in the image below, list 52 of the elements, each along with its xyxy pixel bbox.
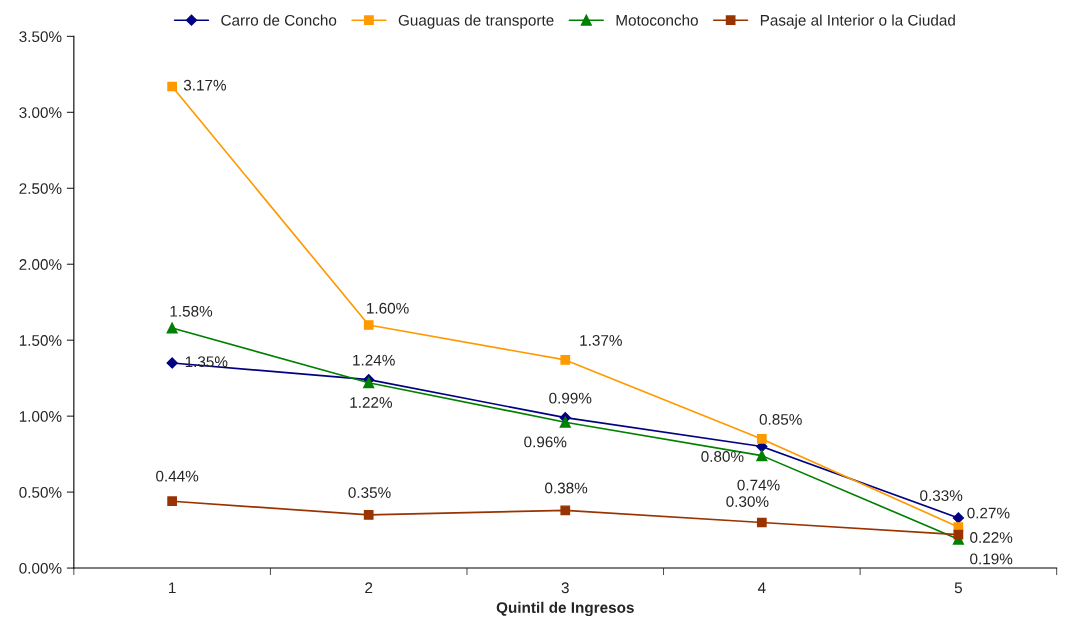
data-label: 0.85%	[759, 413, 802, 425]
data-label: 0.96%	[524, 436, 567, 448]
point	[363, 320, 374, 330]
data-label: 3.17%	[183, 79, 227, 91]
x-tick-label: 3	[561, 582, 569, 594]
point	[952, 512, 964, 524]
legend-label: Pasaje al Interior o la Ciudad	[760, 14, 955, 29]
point	[756, 450, 768, 462]
point	[953, 529, 964, 540]
point	[756, 434, 767, 444]
y-tick-label: 0.50%	[19, 486, 62, 498]
data-label: 1.24%	[353, 354, 395, 366]
x-tick-label: 1	[169, 582, 176, 594]
legend-label: Motoconcho	[616, 14, 698, 26]
y-tick-label: 0.00%	[19, 562, 62, 574]
data-label: 0.19%	[970, 553, 1013, 565]
x-tick-label: 2	[365, 582, 373, 594]
point	[166, 357, 178, 369]
data-label: 0.22%	[970, 532, 1013, 543]
data-label: 0.33%	[920, 490, 963, 502]
legend-label: Guaguas de transporte	[398, 14, 554, 29]
point	[363, 510, 374, 520]
data-label: 0.38%	[545, 482, 588, 494]
point	[756, 517, 767, 528]
y-tick-label: 2.50%	[19, 183, 62, 194]
data-label: 1.35%	[185, 356, 228, 368]
y-tick-label: 2.00%	[19, 259, 62, 270]
x-tick-label: 4	[757, 582, 766, 594]
y-tick-label: 3.50%	[19, 31, 62, 43]
point	[167, 81, 177, 92]
data-label: 0.30%	[726, 496, 769, 507]
x-axis-title: Quintil de Ingresos	[496, 601, 634, 617]
point	[560, 505, 571, 516]
data-label: 1.22%	[350, 397, 393, 408]
y-tick-label: 1.50%	[19, 335, 62, 346]
data-label: 0.35%	[348, 487, 391, 498]
data-label: 0.74%	[737, 479, 780, 491]
point	[167, 496, 177, 507]
point	[559, 416, 571, 428]
point	[166, 322, 178, 334]
y-tick-label: 3.00%	[19, 107, 62, 119]
point	[560, 355, 571, 365]
data-label: 0.27%	[967, 507, 1010, 519]
data-label: 0.80%	[701, 451, 744, 462]
data-label: 1.60%	[367, 302, 409, 314]
data-label: 1.37%	[580, 334, 622, 346]
x-tick-label: 5	[954, 582, 962, 594]
y-tick-label: 1.00%	[19, 411, 62, 422]
data-label: 0.44%	[156, 470, 199, 482]
data-label: 0.99%	[549, 392, 592, 404]
data-label: 1.58%	[170, 305, 213, 317]
legend-label: Carro de Concho	[221, 14, 337, 26]
